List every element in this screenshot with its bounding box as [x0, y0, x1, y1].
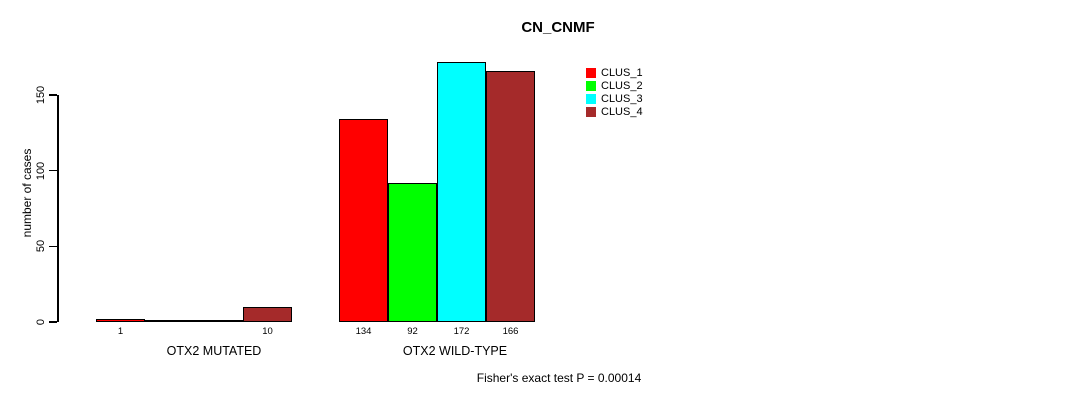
- y-axis-tick-label: 100: [35, 161, 47, 180]
- bar-clus_2-mutated: [145, 320, 194, 322]
- bar-clus_3-mutated: [194, 320, 243, 322]
- group-label-otx2-mutated: OTX2 MUTATED: [166, 344, 262, 358]
- bar-clus_4-wildtype: [486, 71, 535, 322]
- bar-value-label: 134: [355, 326, 372, 337]
- y-axis-tick: [49, 94, 57, 96]
- bar-clus_1-mutated: [96, 319, 145, 322]
- legend-row-clus_1: CLUS_1: [586, 66, 643, 79]
- bar-clus_1-wildtype: [339, 119, 388, 322]
- y-axis-line: [57, 95, 59, 322]
- legend-label: CLUS_1: [601, 66, 643, 79]
- group-label-otx2-wildtype: OTX2 WILD-TYPE: [402, 344, 508, 358]
- legend-row-clus_4: CLUS_4: [586, 105, 643, 118]
- legend-row-clus_3: CLUS_3: [586, 92, 643, 105]
- legend-label: CLUS_3: [601, 92, 643, 105]
- bar-value-label: 172: [453, 326, 470, 337]
- chart-title: CN_CNMF: [521, 19, 595, 36]
- legend-swatch-icon: [586, 67, 596, 78]
- legend-swatch-icon: [586, 93, 596, 104]
- y-axis-tick: [49, 169, 57, 172]
- bar-clus_3-wildtype: [437, 62, 486, 322]
- bar-value-label: 166: [502, 326, 519, 337]
- bar-value-label: 10: [262, 326, 273, 337]
- y-axis-tick-label: 0: [35, 318, 47, 326]
- bar-value-label: 92: [407, 326, 418, 337]
- legend: CLUS_1 CLUS_2 CLUS_3 CLUS_4: [586, 66, 643, 118]
- y-axis-tick-label: 50: [35, 240, 47, 253]
- y-axis-tick-label: 150: [35, 85, 47, 105]
- fisher-test-annotation: Fisher's exact test P = 0.00014: [476, 371, 642, 385]
- legend-label: CLUS_4: [601, 105, 643, 118]
- legend-swatch-icon: [586, 80, 596, 91]
- legend-label: CLUS_2: [601, 79, 643, 92]
- bar-clus_4-mutated: [243, 307, 292, 322]
- y-axis-tick: [49, 245, 57, 248]
- bar-value-label: 1: [117, 326, 124, 337]
- bar-clus_2-wildtype: [388, 183, 437, 322]
- legend-swatch-icon: [586, 106, 596, 117]
- legend-row-clus_2: CLUS_2: [586, 79, 643, 92]
- y-axis-tick: [49, 321, 57, 323]
